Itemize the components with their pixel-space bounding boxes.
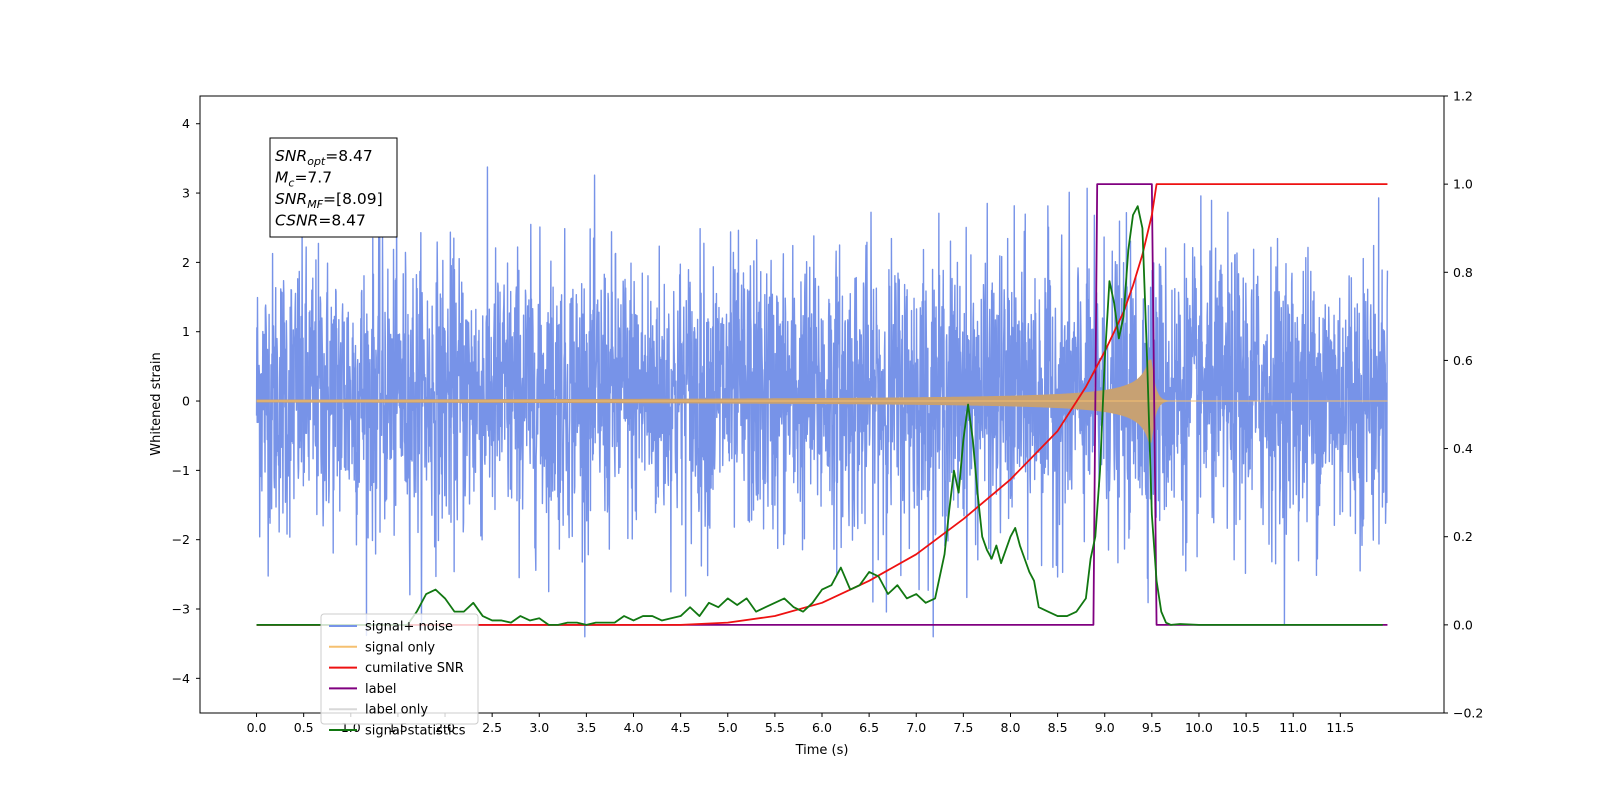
x-tick-label: 9.0	[1095, 720, 1115, 735]
annotation-symbol: CSNR	[275, 212, 318, 230]
x-tick-label: 0.5	[294, 720, 314, 735]
annotation-line: SNRopt=8.47	[275, 147, 373, 168]
y-axis-left: 4 3 2 1 0 −1 −2 −3 −4	[172, 116, 200, 686]
right-axis-series	[256, 183, 1388, 626]
series-signal-statistics-line	[256, 205, 1383, 626]
x-tick-label: 0.0	[247, 720, 267, 735]
x-tick-label: 4.5	[671, 720, 691, 735]
x-tick-label: 5.0	[718, 720, 738, 735]
y-tick-label: 3	[182, 186, 190, 201]
x-tick-label: 3.0	[529, 720, 549, 735]
annotation-symbol: SNR	[275, 190, 307, 208]
x-tick-label: 5.5	[765, 720, 785, 735]
x-tick-label: 2.5	[482, 720, 502, 735]
legend-entry-label: label	[365, 682, 396, 697]
x-tick-label: 7.5	[953, 720, 973, 735]
annotation-line: Mc=7.7	[275, 169, 332, 190]
y-axis-right: 1.2 1.0 0.8 0.6 0.4 0.2 0.0 −0.2	[1444, 89, 1483, 721]
annotation-symbol: SNR	[275, 147, 307, 165]
legend-entry-cumilative-snr: cumilative SNR	[365, 661, 464, 676]
x-tick-label: 9.5	[1142, 720, 1162, 735]
legend-entry-signal-noise: signal+ noise	[365, 620, 453, 635]
legend: signal+ noise signal only cumilative SNR la…	[320, 613, 479, 739]
annotation-value: =[8.09]	[323, 190, 383, 208]
y-tick-label: 2	[182, 255, 190, 270]
y-tick-label: 0	[182, 394, 190, 409]
annotation-symbol: M	[275, 169, 288, 187]
annotation-value: =8.47	[325, 147, 373, 165]
series-signal-noise-line	[255, 166, 1389, 638]
y2-tick-label: 0.6	[1453, 353, 1473, 368]
y-tick-label: −3	[172, 602, 190, 617]
y-tick-label: 1	[182, 324, 190, 339]
x-tick-label: 3.5	[576, 720, 596, 735]
y-tick-label: −1	[172, 463, 190, 478]
y2-tick-label: 0.2	[1453, 529, 1473, 544]
annotation-value: =8.47	[318, 212, 366, 230]
x-tick-label: 8.0	[1001, 720, 1021, 735]
legend-entry-signal-statistics: signal statistics	[365, 724, 466, 739]
legend-entry-label-only: label only	[365, 703, 428, 718]
y-tick-label: 4	[182, 116, 190, 131]
annotation-line: SNRMF=[8.09]	[275, 190, 383, 211]
plot-area	[255, 166, 1389, 638]
y2-tick-label: 1.2	[1453, 89, 1473, 104]
x-tick-label: 7.0	[906, 720, 926, 735]
y-tick-label: −2	[172, 532, 190, 547]
annotation-frame	[269, 137, 398, 238]
x-tick-label: 4.0	[624, 720, 644, 735]
x-tick-label: 10.0	[1185, 720, 1213, 735]
x-tick-label: 11.0	[1279, 720, 1307, 735]
y2-tick-label: 0.0	[1453, 617, 1473, 632]
x-tick-label: 6.0	[812, 720, 832, 735]
y2-tick-label: 1.0	[1453, 177, 1473, 192]
x-tick-label: 11.5	[1326, 720, 1354, 735]
x-tick-label: 6.5	[859, 720, 879, 735]
annotation-subscript: opt	[307, 155, 326, 168]
annotation-value: =7.7	[294, 169, 332, 187]
y-tick-label: −4	[172, 671, 190, 686]
x-tick-label: 8.5	[1048, 720, 1068, 735]
y2-tick-label: 0.4	[1453, 441, 1473, 456]
x-tick-label: 10.5	[1232, 720, 1260, 735]
y2-tick-label: 0.8	[1453, 265, 1473, 280]
legend-entry-signal-only: signal only	[365, 640, 435, 655]
x-axis-label: Time (s)	[795, 743, 849, 758]
legend-frame	[320, 613, 479, 725]
x-axis: 0.0 0.5 1.0 1.5 2.0 2.5 3.0 3.5 4.0 4.5 5.0 5.5 6.0 6…	[247, 713, 1354, 735]
y2-tick-label: −0.2	[1453, 706, 1483, 721]
annotation-subscript: c	[288, 177, 294, 190]
annotation-subscript: MF	[307, 198, 323, 211]
y-axis-label: Whitened strain	[149, 352, 164, 455]
annotation-line: CSNR=8.47	[275, 212, 366, 230]
